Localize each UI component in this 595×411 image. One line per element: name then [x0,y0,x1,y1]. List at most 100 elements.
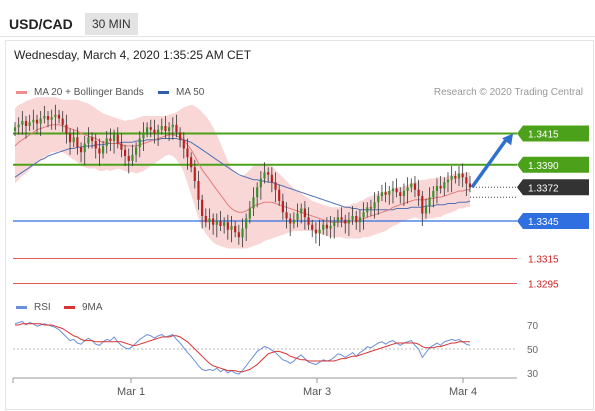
candle [190,157,193,168]
current-price-label: 1.3372 [528,183,559,194]
ma50-swatch [158,91,169,94]
ma50-line [14,138,471,211]
candle [212,218,215,225]
level-1.3390-tag [517,156,589,173]
candle [377,196,380,203]
legend-label: MA 20 + Bollinger Bands [34,87,144,98]
candle [157,129,160,134]
rsi-series-RSI [14,320,471,375]
candle [395,188,398,193]
ma9-swatch [64,306,75,309]
candle [123,149,127,156]
candle [32,119,35,123]
candle [278,189,281,201]
candle [351,216,354,220]
candle [344,219,347,224]
candle [388,191,391,195]
level-1.3390-label: 1.3390 [528,161,559,172]
candle [76,137,79,148]
candle [410,183,413,188]
candle [127,156,130,161]
candle [391,188,395,191]
timeframe-button[interactable]: 30 MIN [85,13,138,35]
candle [197,181,200,200]
candle [289,218,292,224]
candle [98,148,101,154]
candle [204,216,207,223]
candle [201,199,204,216]
candle [366,207,369,213]
level-1.3295-label: 1.3295 [528,280,559,291]
candle [421,196,424,214]
candle [160,126,163,130]
candle [446,179,450,183]
candle [318,229,321,234]
candle [256,187,259,198]
candle [325,224,328,229]
candle [432,191,435,198]
candle [399,192,402,196]
candle [465,177,468,184]
candle [57,114,61,119]
legend-ma50: MA 50 [158,87,204,98]
level-1.3315-label: 1.3315 [528,255,559,266]
candle [267,172,270,175]
candle [358,217,362,223]
candle [340,217,343,220]
candle [43,116,46,119]
candle [373,202,376,209]
legend-label: RSI [34,302,51,313]
candle [226,222,229,230]
symbol-label: USD/CAD [9,16,73,32]
candle [285,212,288,219]
candle [468,183,472,188]
projection-arrow-head [502,133,513,146]
candle [90,137,94,141]
candle [179,132,182,140]
candle [101,146,105,154]
candle [439,186,442,189]
candle [131,154,134,161]
candle [450,176,453,180]
candle [435,186,439,191]
candle [79,147,83,153]
projection-arrow [470,137,509,189]
candle [300,208,303,214]
candle [87,137,90,144]
candle [164,126,167,131]
legend-label: 9MA [82,302,103,313]
rsi-tick-70: 70 [527,321,539,332]
candle [270,174,273,183]
top-bar: USD/CAD 30 MIN [0,0,595,37]
candle [443,182,446,189]
candle [362,212,365,218]
candle [307,217,310,225]
level-1.3345-tag [517,213,589,229]
candle [94,141,97,149]
rsi-swatch [16,306,27,309]
bollinger-band [15,97,470,249]
candle [193,167,196,181]
x-tick-label: Mar 1 [117,386,145,398]
candle [406,187,409,191]
candle [424,206,428,214]
candle [322,224,325,230]
candle [39,118,42,124]
candle [50,117,53,120]
candle [457,173,461,179]
candle [230,226,233,230]
legend-ma20-bollinger: MA 20 + Bollinger Bands [16,87,144,98]
candle [109,138,112,141]
credit-text: Research © 2020 Trading Central [433,87,583,98]
candle [237,232,240,238]
level-1.3415-tag [517,125,589,142]
candle [116,134,119,144]
candle [215,221,218,225]
candle [120,143,123,150]
candle [65,124,68,134]
candle [149,127,152,130]
candles [13,104,472,248]
candle [142,132,145,139]
candle [248,208,251,219]
rsi-tick-30: 30 [527,369,539,380]
